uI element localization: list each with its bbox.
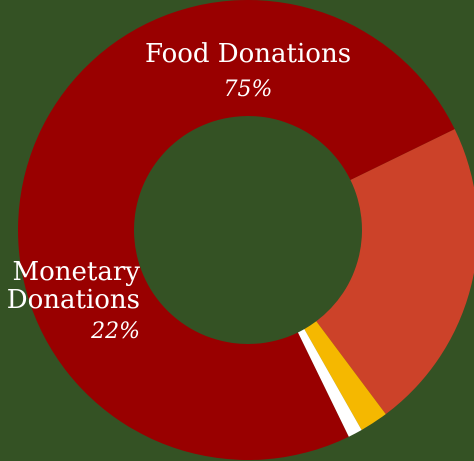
donut-slice-4 — [297, 329, 362, 437]
slice-percent-monetary-donations: 22% — [90, 319, 140, 344]
label-food-donations: Food Donations 75% — [145, 39, 351, 102]
slices-group — [18, 0, 474, 460]
slice-label-food-donations: Food Donations — [145, 39, 351, 69]
label-monetary-donations: Monetary Donations 22% — [7, 257, 141, 344]
slice-label-monetary-line2: Donations — [7, 285, 140, 315]
slice-percent-food-donations: 75% — [224, 77, 273, 102]
donut-slice-1 — [18, 0, 455, 460]
slice-label-monetary-line1: Monetary — [13, 257, 141, 287]
donut-slice-3 — [304, 321, 386, 430]
donut-slice-2 — [316, 129, 474, 415]
